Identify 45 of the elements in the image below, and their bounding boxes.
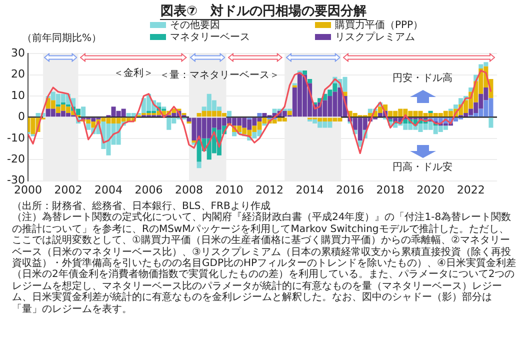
x-tick-label: 2020 bbox=[416, 183, 445, 196]
bar bbox=[257, 112, 262, 117]
bar bbox=[227, 110, 232, 117]
y-tick-label: 30 bbox=[10, 46, 25, 60]
bar bbox=[302, 70, 308, 75]
x-tick-label: 2002 bbox=[54, 183, 82, 196]
bar bbox=[287, 110, 292, 116]
x-tick-label: 2006 bbox=[134, 183, 163, 196]
x-tick-label: 2016 bbox=[336, 183, 364, 196]
annotation: ＜金利＞ bbox=[114, 66, 154, 80]
y-axis-title: （前年同期比%） bbox=[22, 32, 102, 45]
x-tick-label: 2018 bbox=[376, 183, 404, 196]
bar bbox=[196, 162, 202, 168]
annotation: 円高・ドル安 bbox=[392, 160, 453, 174]
bar bbox=[182, 112, 186, 116]
legend-label: マネタリーベース bbox=[170, 31, 250, 44]
annotation: 円安・ドル高 bbox=[392, 72, 453, 85]
x-tick-label: 2000 bbox=[14, 183, 42, 196]
annotation: ＜量：マネタリーベース＞ bbox=[160, 68, 280, 82]
legend-label: 購買力平価（PPP） bbox=[335, 19, 424, 32]
chart-title: 図表⑦ 対ドルの円相場の要因分解 bbox=[160, 4, 366, 20]
x-tick-label: 2022 bbox=[456, 183, 485, 196]
y-tick-label: 10 bbox=[10, 88, 25, 102]
bar bbox=[468, 88, 474, 92]
y-tick-label: 0 bbox=[18, 110, 25, 124]
text: （出所：財務省、総務省、日本銀行、BLS、FRBより作成 bbox=[12, 201, 270, 212]
x-tick-label: 2012 bbox=[256, 183, 284, 196]
x-tick-label: 2010 bbox=[215, 183, 244, 196]
y-tick-label: -10 bbox=[7, 131, 25, 144]
bar bbox=[186, 121, 192, 124]
bar bbox=[453, 104, 458, 109]
x-tick-label: 2014 bbox=[296, 183, 324, 196]
legend-label: リスクプレミアム bbox=[335, 30, 415, 44]
y-tick-label: 20 bbox=[10, 68, 25, 81]
x-tick-label: 2008 bbox=[175, 183, 204, 196]
legend-label: その他要因 bbox=[170, 19, 220, 32]
bar bbox=[56, 104, 60, 107]
text: （注）為替レート関数の定式化について、内閣府『経済財政白書（平成24年度）』の「付注1-8為替レート関数の推計について」を参考に、RのMSwMパッケージを利用してMarkov Switchingモデルで推計した。ただし、ここでは説明変数として、①購買力平価（日米の生産者価格に基づく購買力平価）からの乖離幅、②マネタリーベース（日米のマネタリーベース比）、③リスクプレミアム（日本の累積経常収支から累積直接投資（除く再投資収益）・外貨準備高を引いたものの名目GDP比のHPフィルターのトレンドを除いたもの）、④日米実質金利差（日米の2年債金利を消費者物価指数で実質化したものの差）を利用している。また、パラメータについて2つのレジームを想定し、マネタリーベース比のパラメータが統計的に有意なものを量（マネタリーベース）レジーム、日米実質金利差が統計的に有意なものを金利レジームと解釈した。なお、図中のシャドー（影）部分は「量」のレジームを表す。 bbox=[12, 212, 516, 315]
bar bbox=[66, 104, 70, 107]
x-tick-label: 2004 bbox=[94, 183, 122, 196]
bar bbox=[308, 79, 312, 84]
bar bbox=[488, 118, 494, 128]
y-tick-label: -20 bbox=[7, 152, 25, 166]
bar bbox=[81, 106, 86, 117]
bar bbox=[292, 85, 297, 88]
